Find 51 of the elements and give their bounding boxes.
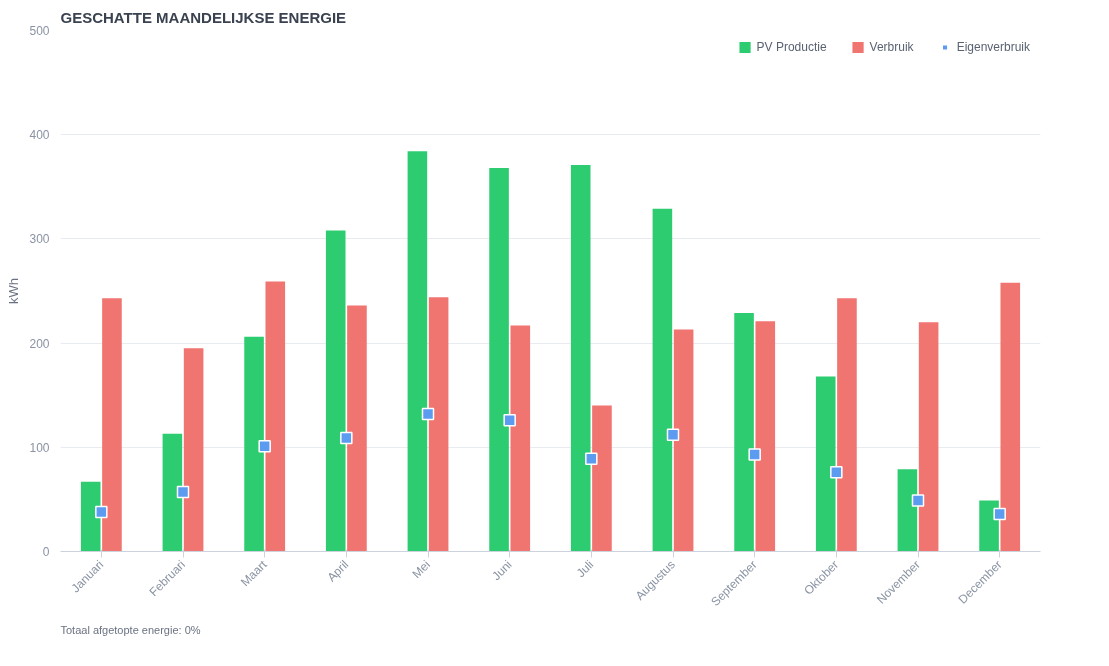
bar [837,298,857,552]
x-tick-label: Juni [489,557,515,584]
bar [183,348,204,552]
bar [918,322,939,552]
bar [80,481,101,552]
point [830,466,843,479]
bar [755,321,776,552]
point [585,452,598,466]
y-tick-label: 500 [29,24,50,38]
point [503,413,516,427]
point [748,448,761,461]
point [421,407,435,421]
point [258,440,271,453]
legend-label: Eigenverbruik [956,40,1030,54]
point [993,507,1006,521]
y-tick-label: 400 [29,128,50,143]
y-axis-title: kWh [6,278,22,304]
bar [265,281,286,552]
legend-label: PV Productie [756,40,827,54]
point [666,428,680,442]
point [95,505,108,519]
bar [510,325,531,552]
bar [407,151,428,552]
y-tick-label: 300 [29,232,50,247]
chart-title: GESCHATTE MAANDELIJKSE ENERGIE [60,8,347,26]
bar [734,312,754,552]
bar [815,376,836,552]
bar [897,469,918,552]
bar [162,433,183,552]
bar [592,405,612,552]
bar [570,164,591,552]
text: Totaal afgetopte energie: 0% [60,623,201,636]
bar [673,329,694,552]
x-tick-label: Mei [409,557,433,582]
y-tick-label: 100 [29,440,50,455]
legend-label: Verbruik [869,40,914,54]
point [911,494,925,507]
bar [347,305,367,552]
bar [652,208,673,552]
bar [244,336,264,552]
point [340,431,353,445]
bar [428,297,449,552]
x-tick-label: Juli [573,557,597,581]
y-tick-label: 0 [42,545,50,559]
bar [1000,282,1021,552]
bar [325,230,346,552]
bar [979,500,999,552]
bar [489,168,509,552]
point [176,485,190,499]
bar [102,298,122,552]
y-tick-label: 200 [29,336,50,351]
